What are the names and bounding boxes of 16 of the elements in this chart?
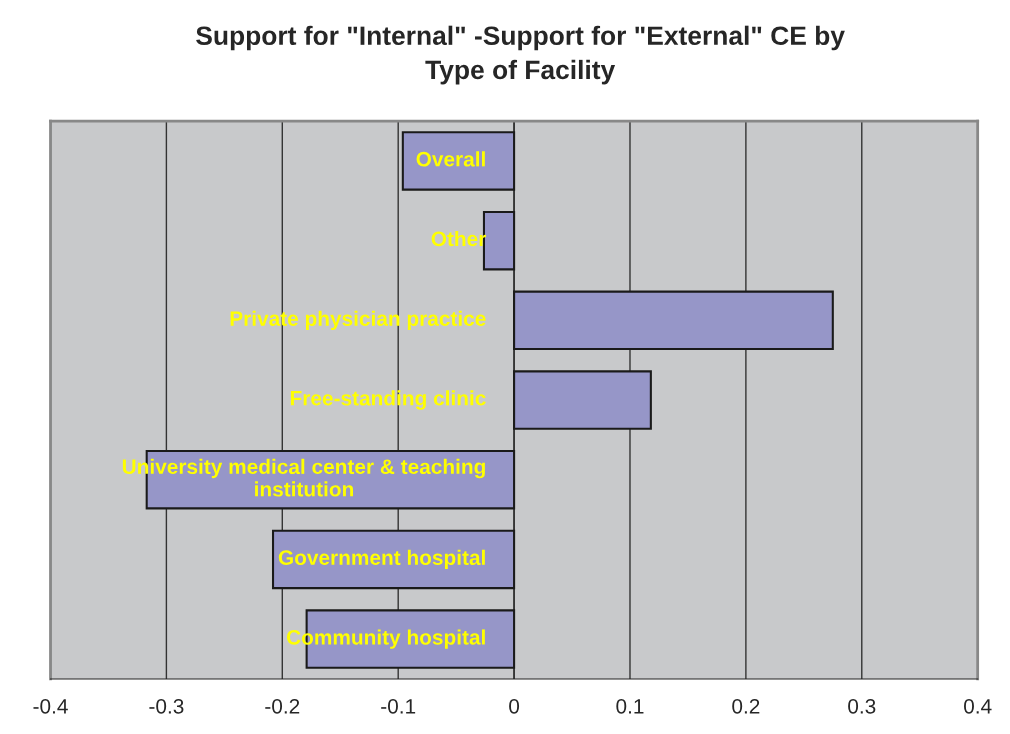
- chart-title: Support for "Internal" -Support for "External" CE by Type of Facility: [196, 25, 845, 85]
- x-tick-label: -0.2: [265, 698, 300, 714]
- y-tick-label: Overall: [416, 151, 485, 167]
- x-tick-label: -0.1: [381, 698, 416, 714]
- bar: [401, 131, 516, 191]
- bar: [513, 290, 834, 351]
- x-tick-label: -0.4: [33, 698, 68, 714]
- bar: [513, 370, 652, 430]
- x-tick-label: 0.4: [964, 698, 992, 714]
- bar: [271, 529, 516, 590]
- x-tick-label: 0.2: [732, 698, 760, 714]
- y-tick-label: Government hospital: [278, 549, 485, 570]
- x-tick-label: 0: [509, 698, 520, 714]
- x-tick-label: 0.3: [848, 698, 876, 714]
- x-tick-label: -0.3: [149, 698, 184, 714]
- x-tick-label: 0.1: [616, 698, 644, 714]
